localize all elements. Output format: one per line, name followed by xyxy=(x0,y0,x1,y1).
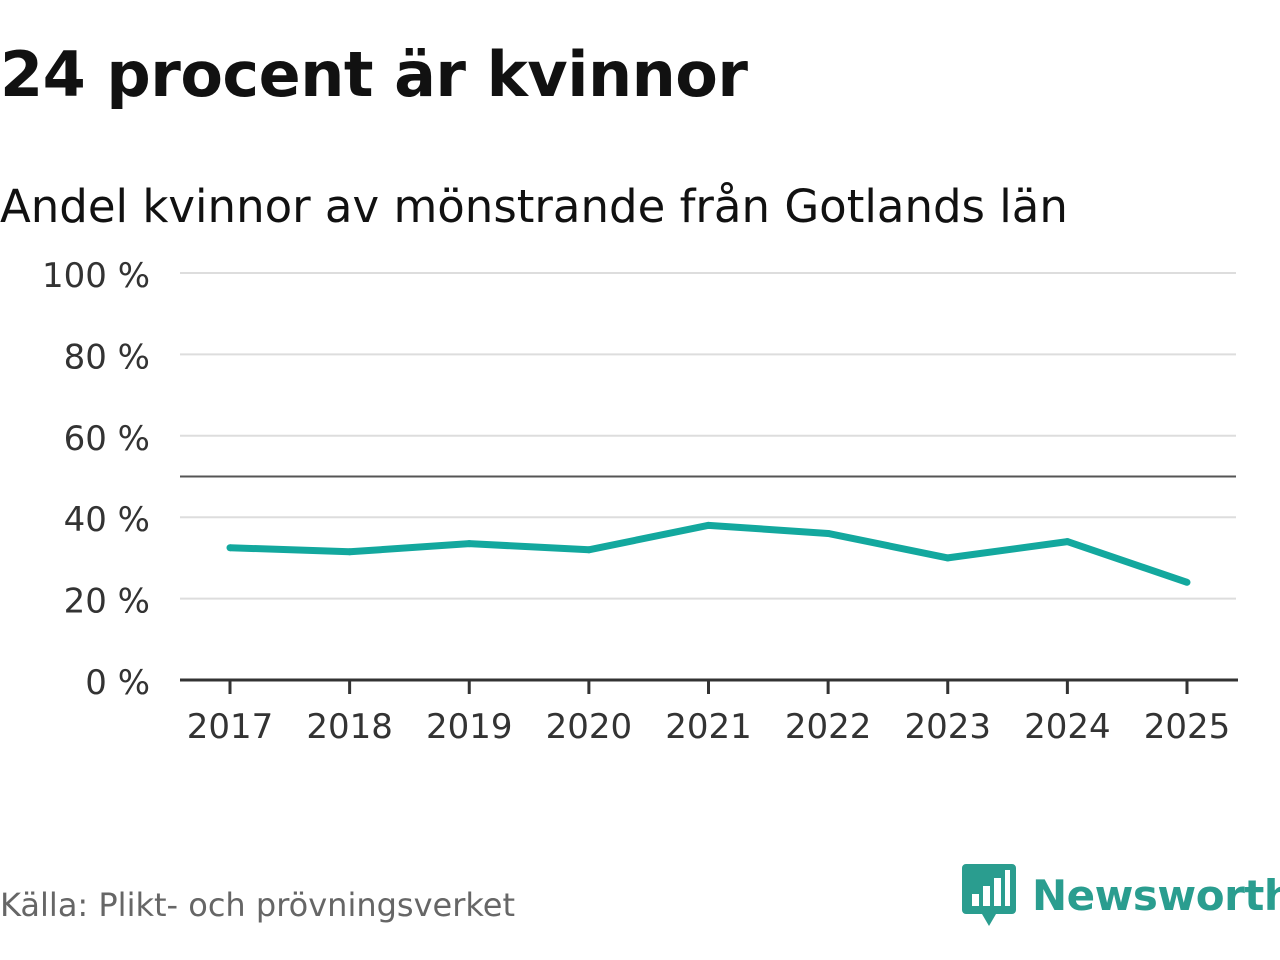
data-point-2017 xyxy=(226,544,234,552)
y-tick-label-0: 0 % xyxy=(85,663,150,703)
x-tick-label-2020: 2020 xyxy=(546,707,633,747)
y-tick-label-80: 80 % xyxy=(64,337,150,377)
chart-title: 24 procent är kvinnor xyxy=(0,38,748,111)
x-tick-label-2021: 2021 xyxy=(665,707,752,747)
x-tick-label-2024: 2024 xyxy=(1024,707,1111,747)
data-point-2020 xyxy=(585,546,593,554)
x-tick-label-2025: 2025 xyxy=(1144,707,1231,747)
newsworthy-bar-chart-icon xyxy=(962,864,1016,926)
data-point-2025 xyxy=(1183,578,1191,586)
source-note: Källa: Plikt- och prövningsverket xyxy=(0,886,515,924)
line-chart: 0 % 20 % 40 % 60 % 80 % 100 % 2017 2018 2019 202… xyxy=(42,256,1238,747)
x-tick-label-2023: 2023 xyxy=(904,707,991,747)
brand-name: Newsworthy xyxy=(1032,870,1280,920)
x-tick-label-2017: 2017 xyxy=(187,707,274,747)
y-tick-label-20: 20 % xyxy=(64,582,150,622)
x-axis-labels: 2017 2018 2019 2020 2021 2022 2023 2024 2025 xyxy=(187,707,1231,747)
chart-subtitle: Andel kvinnor av mönstrande från Gotland… xyxy=(0,180,1068,233)
series-layer xyxy=(226,521,1191,586)
x-tick-label-2022: 2022 xyxy=(785,707,872,747)
x-tick-label-2018: 2018 xyxy=(306,707,393,747)
x-axis xyxy=(180,678,1238,694)
data-point-2019 xyxy=(465,540,473,548)
y-tick-label-100: 100 % xyxy=(42,256,150,296)
data-point-2018 xyxy=(346,548,354,556)
y-tick-label-40: 40 % xyxy=(64,500,150,540)
data-point-2024 xyxy=(1063,538,1071,546)
data-point-2023 xyxy=(944,554,952,562)
data-point-2021 xyxy=(705,521,712,529)
series-line-0 xyxy=(229,521,1189,586)
data-point-2022 xyxy=(824,529,832,537)
y-tick-label-60: 60 % xyxy=(64,419,150,459)
grid-lines xyxy=(180,272,1236,600)
brand-logo: Newsworthy xyxy=(962,862,1280,928)
x-tick-label-2019: 2019 xyxy=(426,707,513,747)
y-axis-labels: 0 % 20 % 40 % 60 % 80 % 100 % xyxy=(42,256,150,703)
